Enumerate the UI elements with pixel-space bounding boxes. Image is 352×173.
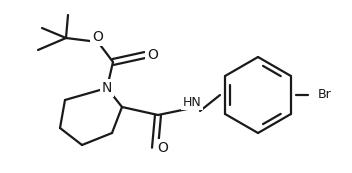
Text: O: O xyxy=(93,30,103,44)
Text: HN: HN xyxy=(183,95,201,108)
Text: O: O xyxy=(158,141,169,155)
Text: Br: Br xyxy=(318,89,332,102)
Text: N: N xyxy=(102,81,112,95)
Text: O: O xyxy=(147,48,158,62)
